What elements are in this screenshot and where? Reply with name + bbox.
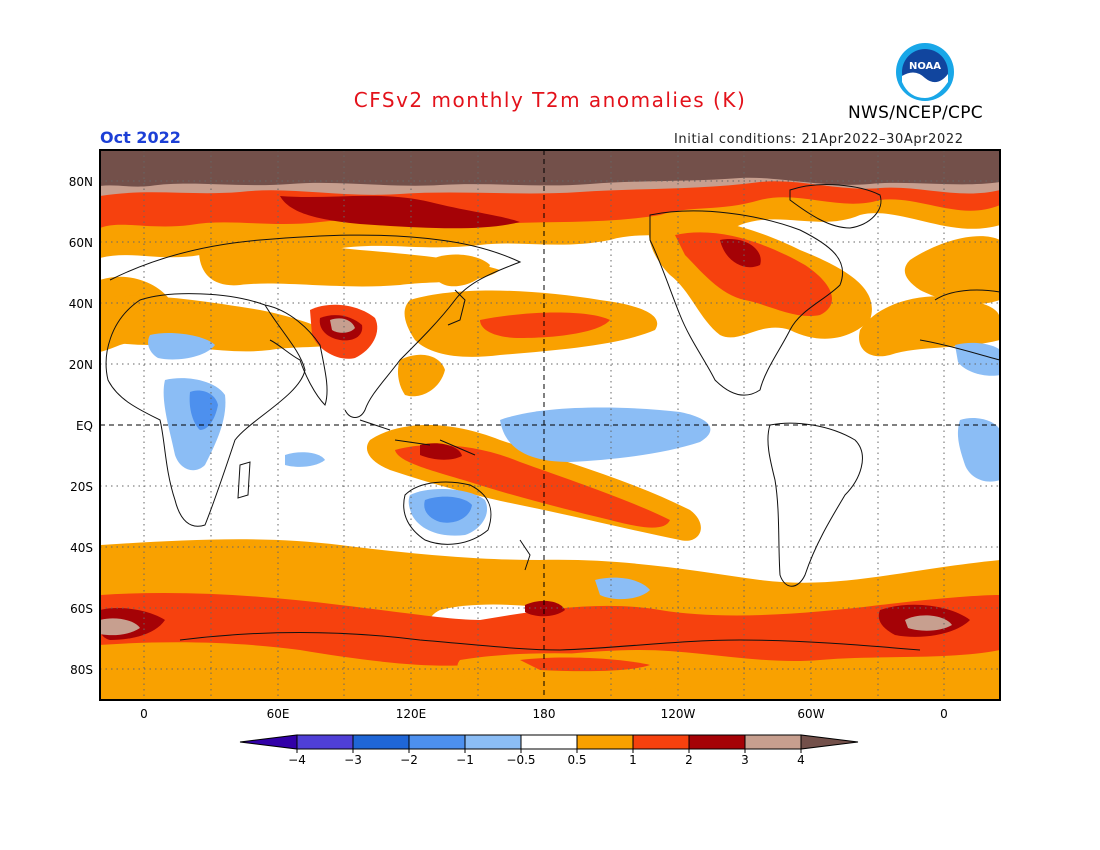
lat-label: 20N	[69, 358, 93, 372]
colorbar-right-arrow	[800, 734, 859, 750]
lat-label: EQ	[76, 419, 93, 433]
indonesia-coast	[359, 419, 476, 456]
arabia-india-coast	[264, 304, 328, 406]
lon-axis: 0 60E 120E 180 120W 60W 0	[140, 707, 948, 721]
colorbar-box	[464, 734, 522, 750]
lon-label: 60E	[267, 707, 290, 721]
colorbar-tick-label: 0.5	[567, 753, 586, 767]
australia-coast	[403, 481, 492, 545]
antarctica-coast	[179, 632, 921, 651]
lon-label: 180	[533, 707, 556, 721]
lat-label: 80N	[69, 175, 93, 189]
north-pacific-red	[480, 312, 610, 338]
colorbar-tick-label: −3	[344, 753, 362, 767]
colorbar-box	[688, 734, 746, 750]
colorbar-tick-label: 3	[741, 753, 749, 767]
greenland-coast	[789, 184, 882, 229]
colorbar-tick-label: −0.5	[506, 753, 535, 767]
southern-ocean-red	[101, 593, 1000, 666]
southern-ocean-pink-east	[905, 615, 952, 631]
indonesia-dark	[420, 443, 462, 460]
lat-label: 60N	[69, 236, 93, 250]
colorbar-box	[744, 734, 802, 750]
nw-pacific-warm	[428, 254, 490, 287]
map-frame	[99, 149, 1001, 701]
coastlines	[105, 184, 1001, 651]
lat-label: 60S	[70, 602, 93, 616]
tibet-pink	[330, 318, 355, 333]
brazil-cool	[957, 418, 1000, 482]
lat-label: 40N	[69, 297, 93, 311]
colorbar-box	[576, 734, 634, 750]
africa-coast	[105, 293, 306, 527]
lon-label: 120W	[661, 707, 696, 721]
lat-label: 20S	[70, 480, 93, 494]
eurasia-coast	[109, 234, 522, 418]
colorbar-tick-label: −2	[400, 753, 418, 767]
antarctica-warm	[457, 653, 708, 691]
south-pacific-cool	[595, 577, 650, 600]
lat-label: 40S	[70, 541, 93, 555]
siberia-dark-red	[280, 195, 520, 229]
indian-ocean-cool	[285, 452, 325, 467]
colorbar-tick-label: 4	[797, 753, 805, 767]
new-zealand-coast	[519, 539, 531, 571]
europe-east-coast	[919, 289, 1001, 361]
valid-month: Oct 2022	[100, 128, 181, 147]
colorbar-box	[408, 734, 466, 750]
initial-conditions: Initial conditions: 21Apr2022–30Apr2022	[674, 132, 964, 147]
antarctica-red	[520, 657, 650, 672]
agency-label: NWS/NCEP/CPC	[848, 103, 983, 123]
colorbar: −4 −3 −2 −1 −0.5 0.5 1 2 3 4	[239, 734, 859, 767]
eurasia-warm	[199, 238, 500, 287]
colorbar-tick-label: −4	[288, 753, 306, 767]
southern-ocean-pink-west	[101, 618, 140, 636]
southern-ocean-dark-center	[525, 600, 565, 617]
reference-lines	[100, 150, 1000, 700]
svg-text:NOAA: NOAA	[909, 61, 941, 72]
colorbar-box	[520, 734, 578, 750]
equatorial-pacific-cool	[500, 407, 711, 462]
colorbar-tick-label: 2	[685, 753, 693, 767]
sahara-cool	[148, 333, 215, 360]
north-america-red	[675, 232, 832, 317]
arctic-brown	[101, 151, 1000, 187]
colorbar-box	[352, 734, 410, 750]
colorbar-tick-label: 1	[629, 753, 637, 767]
colorbar-box	[296, 734, 354, 750]
australia-cool-core	[424, 496, 472, 523]
canada-dark-red	[720, 239, 761, 268]
west-europe-warm	[904, 236, 1000, 305]
colorbar-left-arrow	[239, 734, 298, 750]
lat-axis: 80N 60N 40N 20N EQ 20S 40S 60S 80S	[69, 175, 93, 677]
japan-coast	[447, 289, 466, 326]
south-america-coast	[767, 422, 863, 587]
lon-label: 0	[140, 707, 148, 721]
colorbar-tick-label: −1	[456, 753, 474, 767]
colorbar-box	[632, 734, 690, 750]
west-pacific-warm	[397, 354, 445, 397]
lat-label: 80S	[70, 663, 93, 677]
atlantic-warm	[859, 296, 1000, 357]
chart-title: CFSv2 monthly T2m anomalies (K)	[353, 88, 747, 112]
noaa-logo: NOAA	[895, 42, 955, 102]
madagascar-coast	[237, 461, 251, 499]
lon-label: 120E	[396, 707, 427, 721]
north-america-coast	[649, 210, 844, 396]
lon-label: 60W	[797, 707, 824, 721]
sw-pacific-red	[395, 444, 670, 528]
lon-label: 0	[940, 707, 948, 721]
